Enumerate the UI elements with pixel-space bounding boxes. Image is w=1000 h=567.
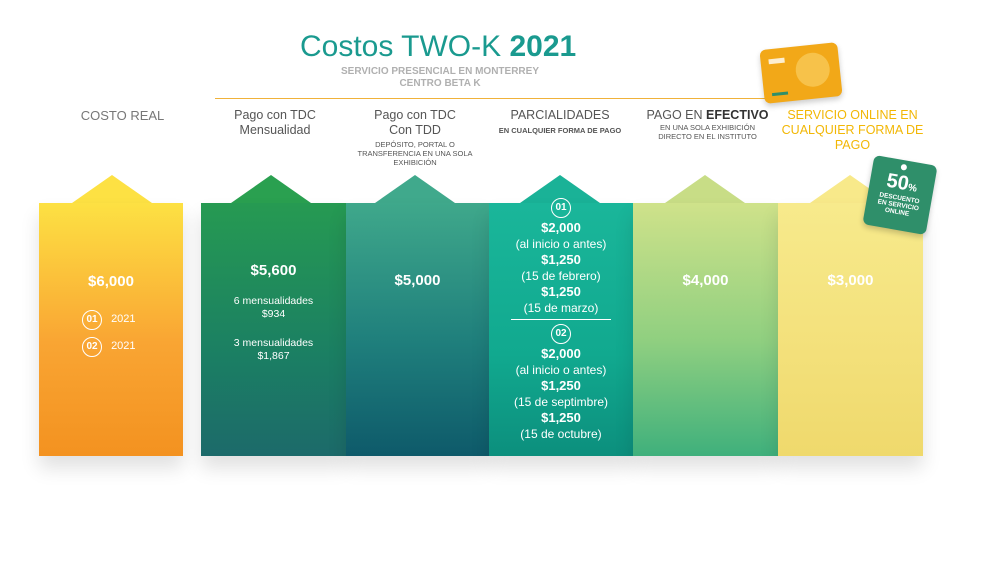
page-title: Costos TWO-K 2021 bbox=[300, 30, 577, 63]
card-image bbox=[759, 42, 843, 104]
column-online: $3,000 bbox=[778, 203, 923, 456]
option-number: 01 bbox=[551, 198, 571, 218]
heading-parcialidades: PARCIALIDADES EN CUALQUIER FORMA DE PAGO bbox=[498, 108, 622, 135]
arrow-costo-real bbox=[72, 175, 152, 203]
option-01: 01 $2,000 (al inicio o antes) $1,250 (15… bbox=[489, 197, 633, 316]
header-divider bbox=[215, 98, 775, 99]
column-tdc-tdd: $5,000 bbox=[346, 203, 489, 456]
heading-efectivo: PAGO EN EFECTIVO EN UNA SOLA EXHIBICIÓN … bbox=[646, 108, 769, 141]
option-number: 02 bbox=[551, 324, 571, 344]
item-number: 01 bbox=[82, 310, 102, 330]
arrow-tdc-mensualidad bbox=[231, 175, 311, 203]
arrow-tdc-tdd bbox=[375, 175, 455, 203]
arrow-efectivo bbox=[665, 175, 745, 203]
plan-3-mensualidades: 3 mensualidades $1,867 bbox=[233, 337, 314, 362]
column-costo-real: $6,000 01 2021 02 2021 bbox=[39, 203, 183, 456]
heading-online: SERVICIO ONLINE EN CUALQUIER FORMA DE PA… bbox=[781, 108, 924, 152]
heading-tdc-tdd: Pago con TDC Con TDD DEPÓSITO, PORTAL O … bbox=[357, 108, 473, 167]
price-costo-real: $6,000 bbox=[88, 273, 134, 290]
heading-tdc-mensualidad: Pago con TDC Mensualidad bbox=[234, 108, 316, 137]
price-efectivo: $4,000 bbox=[682, 272, 729, 289]
page-subtitle: SERVICIO PRESENCIAL EN MONTERREY CENTRO … bbox=[341, 66, 539, 89]
plan-6-mensualidades: 6 mensualidades $934 bbox=[233, 295, 314, 320]
price-tdc-mensualidad: $5,600 bbox=[250, 262, 297, 279]
heading-costo-real: COSTO REAL bbox=[80, 108, 165, 123]
column-tdc-mensualidad: $5,600 6 mensualidades $934 3 mensualida… bbox=[201, 203, 346, 456]
item-number: 02 bbox=[82, 337, 102, 357]
option-divider bbox=[511, 319, 611, 320]
costo-real-item: 02 2021 bbox=[39, 337, 183, 357]
item-label: 2021 bbox=[111, 313, 136, 325]
option-02: 02 $2,000 (al inicio o antes) $1,250 (15… bbox=[489, 323, 633, 442]
price-online: $3,000 bbox=[827, 272, 874, 289]
column-parcialidades: 01 $2,000 (al inicio o antes) $1,250 (15… bbox=[489, 198, 633, 456]
price-tdc-tdd: $5,000 bbox=[394, 272, 441, 289]
costo-real-item: 01 2021 bbox=[39, 310, 183, 330]
item-label: 2021 bbox=[111, 340, 136, 352]
discount-tag: 50% DESCUENTO EN SERVICIO ONLINE bbox=[862, 154, 938, 236]
column-efectivo: $4,000 bbox=[633, 203, 778, 456]
